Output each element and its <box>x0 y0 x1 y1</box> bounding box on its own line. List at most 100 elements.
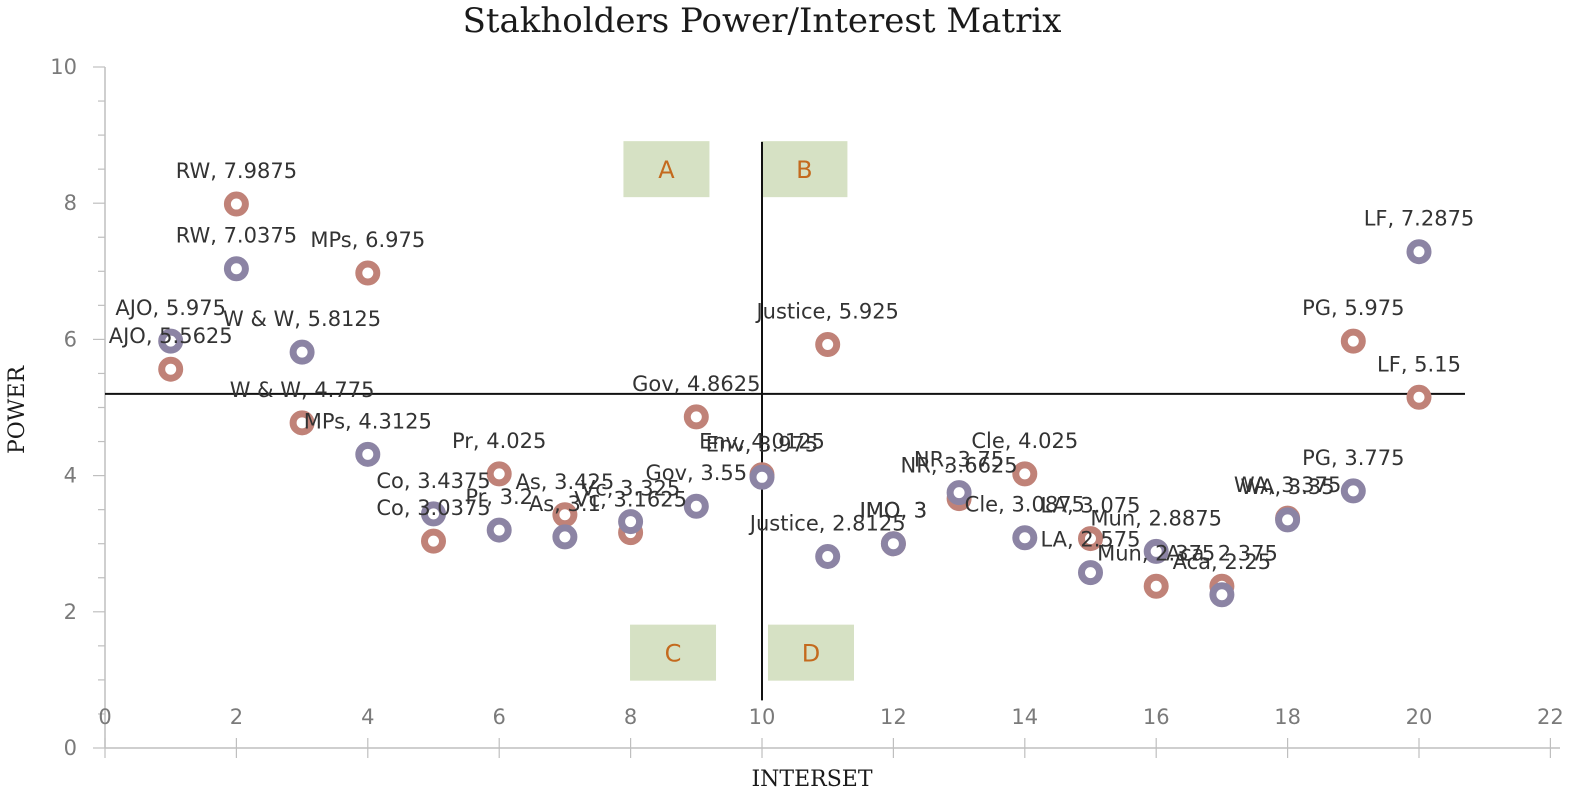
data-label: RW, 7.0375 <box>176 224 297 248</box>
data-label: Aca, 2.25 <box>1173 550 1272 574</box>
data-label: Cle, 4.025 <box>971 429 1078 453</box>
quadrant-b: B <box>761 141 848 198</box>
data-point <box>552 502 578 528</box>
data-point <box>552 524 578 550</box>
data-label: LA, 2.575 <box>1040 528 1140 552</box>
quadrant-label: B <box>796 156 812 184</box>
data-label: Cle, 3.0875 <box>965 493 1085 517</box>
x-tick-label: 14 <box>1011 705 1038 729</box>
data-label: AJO, 5.975 <box>115 296 226 320</box>
data-point <box>1078 560 1103 586</box>
data-label: RW, 7.9875 <box>176 159 297 183</box>
data-label: NR, 3.75 <box>914 448 1004 472</box>
quadrant-label: A <box>658 156 675 184</box>
data-point <box>421 528 446 554</box>
data-label: WA, 3.35 <box>1241 475 1335 499</box>
data-point <box>1143 538 1169 564</box>
data-label: As, 3.1 <box>529 492 601 516</box>
quadrant-box <box>630 624 717 681</box>
data-point <box>421 501 446 527</box>
x-tick-label: 0 <box>98 705 111 729</box>
data-point <box>946 480 972 506</box>
y-tick-label: 0 <box>64 736 77 760</box>
data-label: PG, 3.775 <box>1302 446 1404 470</box>
x-tick-label: 10 <box>749 705 776 729</box>
data-point <box>1143 573 1169 599</box>
data-labels: RW, 7.9875 MPs, 6.975 AJO, 5.5625 W & W, 4.… <box>109 159 1475 574</box>
data-point <box>158 328 184 354</box>
x-tick-label: 2 <box>230 705 243 729</box>
data-label: NR, 3.6625 <box>901 454 1018 478</box>
x-tick-label: 6 <box>493 705 506 729</box>
data-label: MPs, 4.3125 <box>304 409 432 433</box>
quadrant-label: D <box>802 640 820 668</box>
x-axis-label: INTERSET <box>751 767 872 792</box>
quadrant-c: C <box>630 624 717 681</box>
data-label: Justice, 2.8125 <box>748 511 906 535</box>
data-label: LF, 7.2875 <box>1364 207 1475 231</box>
x-tick-label: 20 <box>1406 705 1433 729</box>
x-tick-label: 18 <box>1274 705 1301 729</box>
data-label: Co, 3.0375 <box>376 496 490 520</box>
axes: 0 2 4 6 8 10 0 2 4 6 8 10 12 14 16 18 20 22 <box>50 55 1564 760</box>
data-point <box>1406 239 1432 265</box>
data-point <box>880 531 906 557</box>
data-point <box>1012 461 1038 487</box>
data-point <box>1340 478 1366 504</box>
data-label: Env, 3.975 <box>706 432 818 456</box>
quadrant-box <box>623 141 710 198</box>
chart-title: Stakholders Power/Interest Matrix <box>463 1 1062 41</box>
data-label: Vc, 3.1625 <box>574 488 687 512</box>
data-point <box>749 464 775 490</box>
data-label: AJO, 5.5625 <box>109 324 233 348</box>
data-point <box>289 410 315 436</box>
data-label: Justice, 5.925 <box>754 300 898 324</box>
data-point <box>158 356 184 382</box>
quadrant-dividers <box>105 141 1465 701</box>
data-label: IMO, 3 <box>860 499 928 523</box>
x-tick-label: 8 <box>624 705 637 729</box>
data-point <box>1340 328 1366 354</box>
data-label: As, 3.425 <box>516 470 615 494</box>
data-point <box>815 543 841 569</box>
data-point <box>1078 526 1103 552</box>
data-point <box>1012 525 1038 551</box>
y-tick-label: 6 <box>64 327 77 351</box>
data-points <box>158 191 1432 608</box>
x-tick-label: 22 <box>1537 705 1564 729</box>
x-tick-label: 4 <box>361 705 374 729</box>
data-label: IMO, 3 <box>860 499 928 523</box>
data-label: MPs, 6.975 <box>310 228 425 252</box>
y-axis-label: POWER <box>5 365 30 455</box>
data-label: Pr, 3.2 <box>465 485 533 509</box>
data-label: Pr, 4.025 <box>452 429 546 453</box>
data-label: W & W, 5.8125 <box>223 307 381 331</box>
data-point <box>1275 507 1301 533</box>
data-label: LF, 5.15 <box>1377 352 1461 376</box>
quadrant-d: D <box>767 624 854 681</box>
data-label: PG, 5.975 <box>1302 296 1404 320</box>
quadrant-box <box>767 624 854 681</box>
data-point <box>486 461 512 487</box>
y-tick-label: 8 <box>64 191 77 215</box>
data-label: Gov, 3.55 <box>645 461 747 485</box>
data-point <box>355 441 381 467</box>
data-point <box>618 509 644 535</box>
data-point <box>815 332 841 358</box>
y-tick-label: 10 <box>50 55 77 79</box>
data-point <box>1406 384 1432 410</box>
x-tick-label: 16 <box>1143 705 1170 729</box>
data-label: Mun, 2.8875 <box>1090 506 1222 530</box>
x-tick-label: 12 <box>880 705 907 729</box>
data-point <box>683 404 709 430</box>
quadrant-boxes: A B C D <box>623 141 854 681</box>
data-label: W & W, 4.775 <box>230 378 375 402</box>
data-point <box>223 256 249 282</box>
data-point <box>683 493 709 519</box>
y-tick-label: 2 <box>64 600 77 624</box>
data-label: WA, 3.375 <box>1234 473 1341 497</box>
data-label: Aca, 2.375 <box>1166 541 1278 565</box>
quadrant-a: A <box>623 141 710 198</box>
data-label: Env, 4.0125 <box>699 430 825 454</box>
data-point <box>289 339 315 365</box>
